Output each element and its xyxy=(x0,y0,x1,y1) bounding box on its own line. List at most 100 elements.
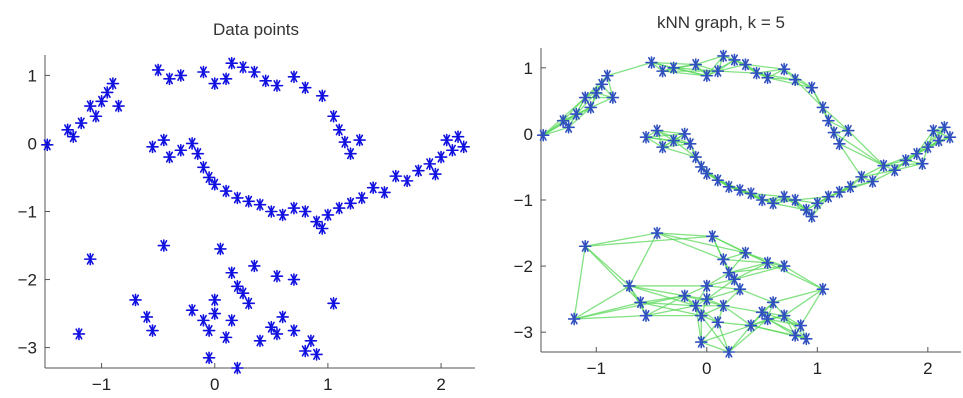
x-tick-label: 1 xyxy=(323,375,332,394)
data-point xyxy=(100,86,114,99)
data-point xyxy=(761,71,774,85)
knn-edge xyxy=(728,262,768,274)
data-point xyxy=(106,77,120,90)
data-point xyxy=(242,297,255,310)
data-point xyxy=(400,174,414,188)
data-point xyxy=(739,58,752,71)
knn-edge xyxy=(772,196,785,204)
data-point xyxy=(298,81,312,94)
y-tick-label: 0 xyxy=(524,125,533,144)
data-point xyxy=(932,134,946,147)
data-point xyxy=(634,296,647,309)
data-point xyxy=(728,53,741,67)
knn-edge xyxy=(723,258,768,264)
knn-edge xyxy=(745,63,785,70)
knn-edges xyxy=(542,55,951,353)
data-point xyxy=(567,312,581,326)
knn-edge xyxy=(573,246,586,320)
data-point xyxy=(711,315,725,329)
data-point xyxy=(822,114,835,127)
data-point xyxy=(74,116,88,130)
data-point xyxy=(667,134,680,147)
data-point xyxy=(899,154,913,167)
x-tick-label: 0 xyxy=(702,359,711,378)
knn-edge xyxy=(695,298,708,307)
chart-title: kNN graph, k = 5 xyxy=(657,13,785,32)
knn-edge xyxy=(847,130,885,167)
data-point xyxy=(185,303,199,317)
data-point xyxy=(327,109,340,123)
data-point xyxy=(219,72,233,86)
data-point xyxy=(259,74,272,88)
data-point xyxy=(811,197,824,210)
knn-edge xyxy=(701,341,730,353)
data-point xyxy=(140,310,154,324)
knn-edge xyxy=(728,265,785,274)
data-point xyxy=(656,140,669,154)
x-tick-label: 2 xyxy=(436,375,445,394)
knn-edge xyxy=(656,232,724,261)
data-point xyxy=(706,230,719,243)
knn-edge xyxy=(839,143,884,167)
scatter-panel-knn-graph: kNN graph, k = 5 1 0 −1 −2 −3 −1 0 1 2 xyxy=(483,0,963,398)
data-point xyxy=(225,56,239,70)
knn-edge xyxy=(794,79,813,89)
knn-edge xyxy=(695,55,724,66)
data-point xyxy=(755,193,769,207)
data-point xyxy=(219,184,233,198)
data-point xyxy=(40,138,54,152)
data-point xyxy=(943,130,957,144)
data-point xyxy=(248,65,261,79)
knn-edge xyxy=(673,133,686,142)
data-point xyxy=(231,361,244,375)
data-point xyxy=(89,109,103,123)
data-point xyxy=(202,171,216,184)
knn-edge xyxy=(706,278,735,287)
data-point xyxy=(683,137,697,151)
data-point xyxy=(83,99,97,113)
knn-edge xyxy=(783,68,813,89)
data-point xyxy=(344,147,357,160)
data-point xyxy=(298,344,312,358)
knn-edge xyxy=(783,315,802,327)
data-point xyxy=(536,128,550,142)
data-point xyxy=(584,101,598,114)
knn-edge xyxy=(673,140,697,158)
knn-edge xyxy=(695,305,719,323)
data-point xyxy=(242,194,255,208)
scatter-chart-knn-graph: kNN graph, k = 5 1 0 −1 −2 −3 −1 0 1 2 xyxy=(514,13,961,378)
data-point xyxy=(287,324,301,337)
knn-edge xyxy=(728,318,769,353)
data-point xyxy=(744,187,758,200)
data-point xyxy=(332,201,346,215)
data-point xyxy=(270,327,284,341)
knn-edge xyxy=(543,126,569,136)
knn-edge xyxy=(734,59,768,79)
data-point xyxy=(916,157,929,170)
data-point xyxy=(578,239,592,253)
knn-edge xyxy=(750,324,807,340)
data-point xyxy=(355,191,369,205)
data-point xyxy=(822,190,835,203)
data-point xyxy=(833,137,846,151)
knn-edge xyxy=(584,245,641,303)
scatter-panel-data-points: Data points 1 0 −1 −2 −3 −1 0 1 2 xyxy=(0,0,480,398)
data-point xyxy=(163,150,176,164)
x-tick-label: 0 xyxy=(210,375,219,394)
data-point xyxy=(83,252,97,266)
data-point xyxy=(722,266,736,279)
knn-edge xyxy=(695,63,719,72)
data-point xyxy=(595,78,609,91)
data-point xyxy=(174,69,188,82)
knn-edge xyxy=(706,288,741,300)
knn-edge xyxy=(701,315,719,323)
knn-edge xyxy=(706,298,724,307)
data-point xyxy=(146,140,159,154)
x-tick-label: 1 xyxy=(813,359,822,378)
x-tick-label: −1 xyxy=(587,359,606,378)
data-point xyxy=(816,101,830,114)
knn-edge xyxy=(916,126,945,155)
data-point xyxy=(310,215,323,229)
data-point xyxy=(755,306,769,319)
knn-edge xyxy=(700,315,730,353)
